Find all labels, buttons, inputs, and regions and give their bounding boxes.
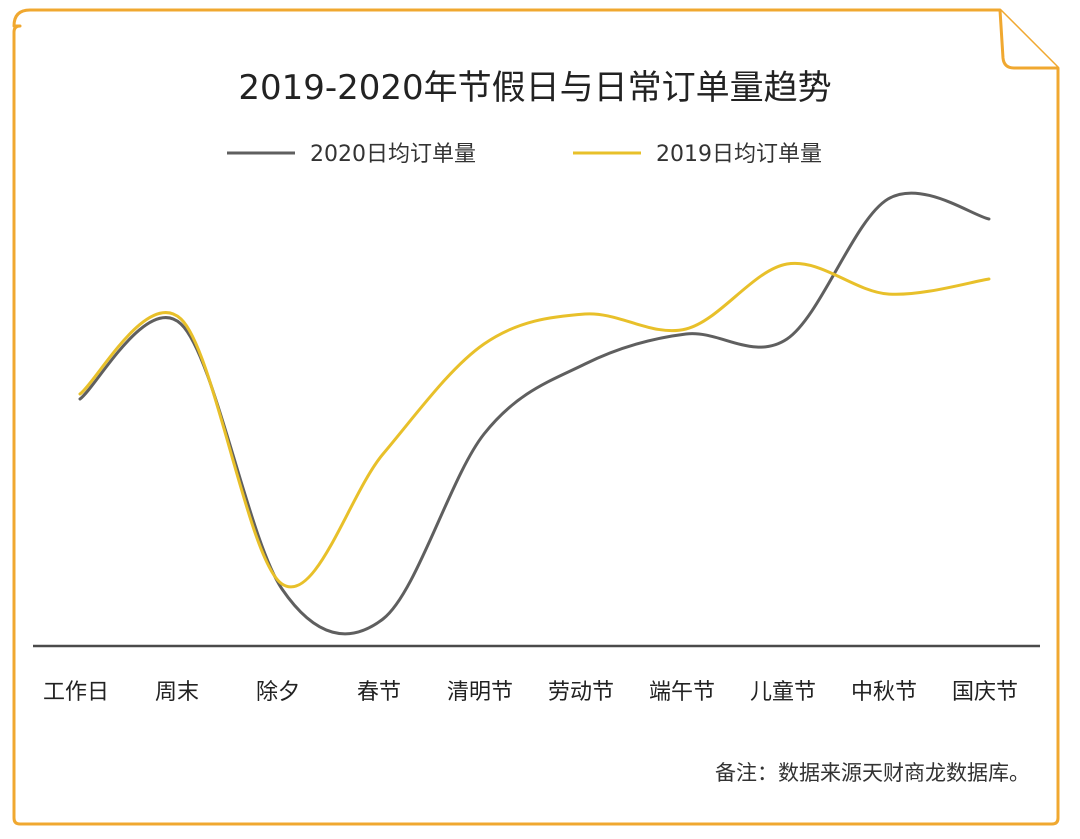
x-tick-label: 工作日 bbox=[43, 680, 109, 705]
legend: 2020日均订单量 2019日均订单量 bbox=[227, 142, 822, 167]
x-tick-label: 中秋节 bbox=[851, 680, 917, 705]
x-tick-label: 儿童节 bbox=[750, 680, 816, 705]
x-tick-label: 清明节 bbox=[447, 680, 513, 705]
footnote: 备注：数据来源天财商龙数据库。 bbox=[715, 761, 1030, 785]
x-tick-label: 春节 bbox=[357, 680, 401, 705]
x-tick-label: 除夕 bbox=[256, 680, 300, 705]
x-tick-label: 周末 bbox=[155, 680, 199, 705]
x-tick-labels: 工作日 周末 除夕 春节 清明节 劳动节 端午节 儿童节 中秋节 国庆节 bbox=[43, 680, 1018, 705]
series-line-2019 bbox=[78, 261, 991, 589]
card-frame bbox=[12, 8, 1060, 826]
legend-label-2020: 2020日均订单量 bbox=[310, 142, 476, 167]
folded-corner bbox=[998, 9, 1058, 70]
series-layer bbox=[78, 191, 991, 636]
x-tick-label: 国庆节 bbox=[952, 680, 1018, 705]
x-tick-label: 端午节 bbox=[649, 680, 715, 705]
chart-title: 2019-2020年节假日与日常订单量趋势 bbox=[238, 68, 831, 108]
legend-label-2019: 2019日均订单量 bbox=[656, 142, 822, 167]
x-tick-label: 劳动节 bbox=[548, 680, 614, 705]
